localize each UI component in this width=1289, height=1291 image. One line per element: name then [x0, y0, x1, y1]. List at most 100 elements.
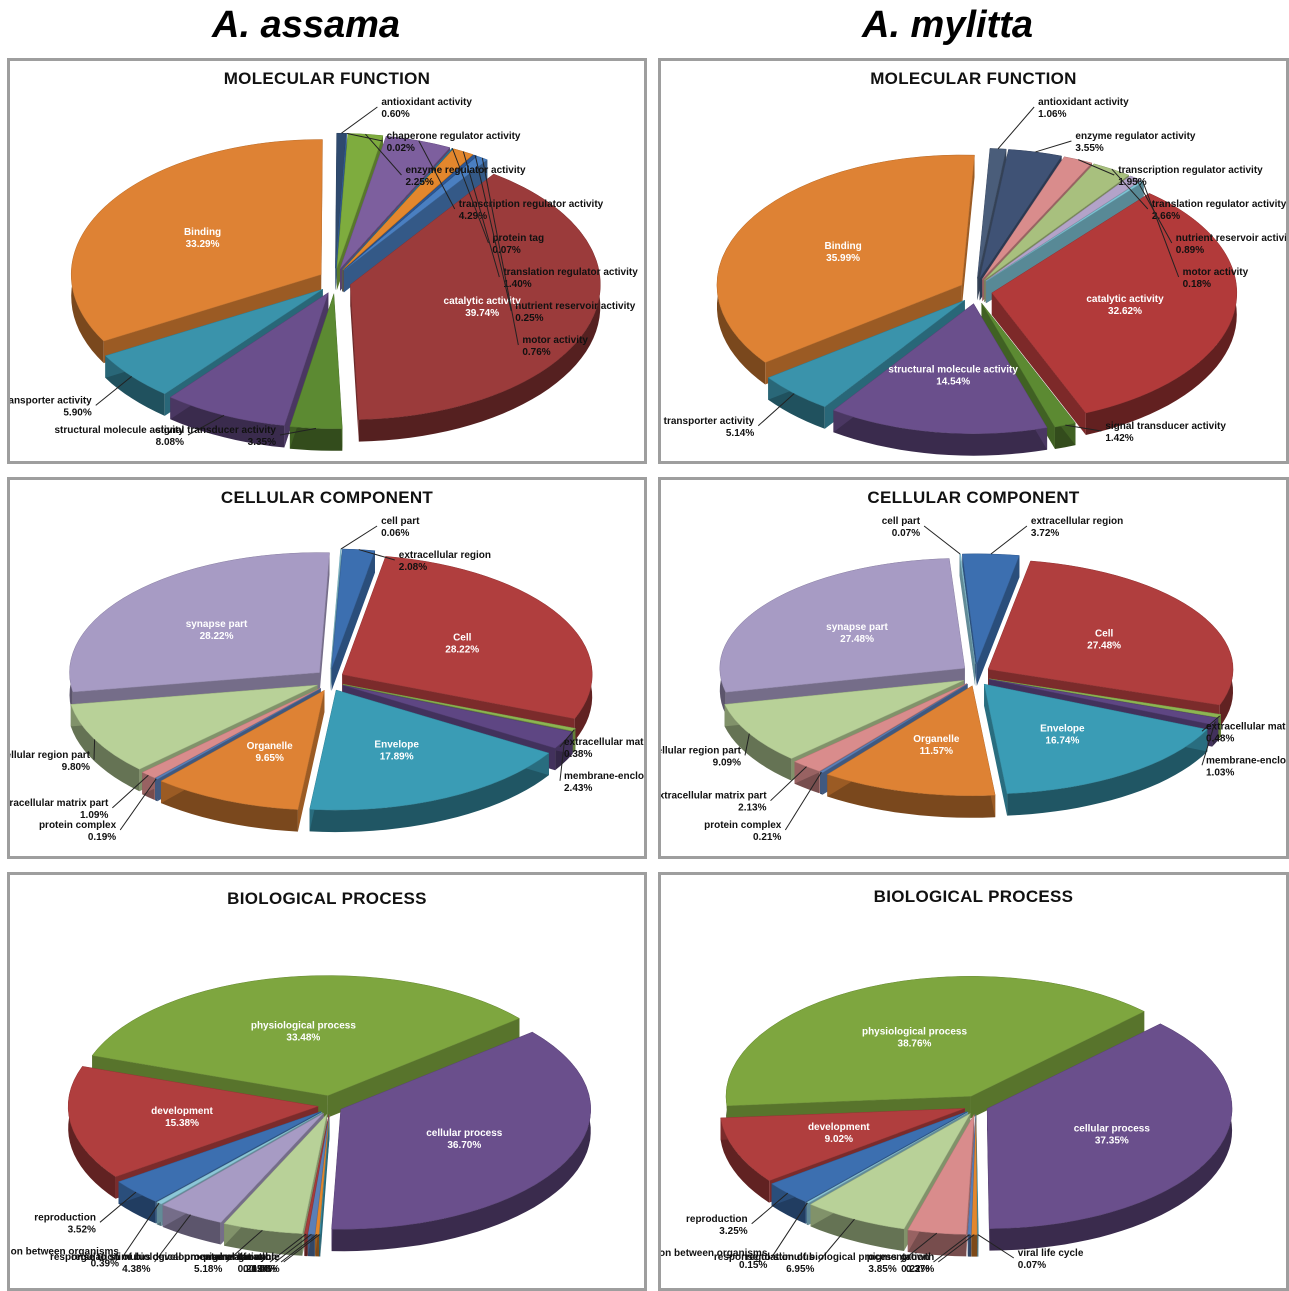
leader-line-antioxidant-activity: [997, 106, 1035, 150]
slice-value-reproduction: 3.25%: [719, 1226, 747, 1237]
leader-line-extracellular-matrix-part: [770, 766, 807, 802]
slice-value-development: 9.02%: [825, 1134, 853, 1145]
slice-value-catalytic-activity: 32.62%: [1108, 306, 1142, 317]
slice-label-nutrient-reservoir-activity: nutrient reservoir activity: [515, 301, 635, 312]
leader-line-extracellular-matrix-part: [112, 774, 149, 809]
slice-value-extracellular-region-part: 9.80%: [62, 762, 90, 773]
slice-label-synapse-part: synapse part: [186, 619, 248, 630]
slice-label-extracellular-matrix-part: extracellular matrix part: [661, 791, 767, 802]
slice-value-antioxidant-activity: 1.06%: [1038, 109, 1066, 120]
slice-value-envelope: 16.74%: [1045, 735, 1079, 746]
slice-value-extracellular-region-part: 9.09%: [713, 757, 741, 768]
slice-label-nutrient-reservoir-activity: nutrient reservoir activity: [1176, 233, 1286, 244]
slice-value-response-to-stimulus: 4.38%: [122, 1264, 150, 1275]
leader-line-response-to-stimulus: [818, 1218, 855, 1263]
slice-value-transcription-regulator-activity: 4.29%: [459, 211, 487, 222]
leader-line-nutrient-reservoir-activity: [474, 155, 512, 312]
slice-value-synapse-part: 28.22%: [200, 631, 234, 642]
pie-slice-motor-activity: [343, 155, 488, 271]
pie-slice-synapse-part: [719, 558, 966, 693]
pie-slice-transporter-activity: [767, 299, 966, 408]
slice-label-transporter-activity: transporter activity: [664, 416, 755, 427]
pie-slice-structural-molecule-activity: [832, 303, 1048, 434]
slice-label-interaction-between-organisms: interaction between organisms: [661, 1248, 768, 1259]
slice-side-cellular-process: [331, 1032, 591, 1252]
leader-line-translation-regulator-activity: [462, 151, 500, 278]
slice-label-signal-transducer-activity: signal transducer activity: [1105, 421, 1226, 432]
slice-side-catalytic-activity: [1085, 193, 1237, 435]
slice-label-extracellular-region-part: extracellular region part: [661, 745, 742, 756]
slice-value-translation-regulator-activity: 2.66%: [1152, 211, 1180, 222]
slice-wall-physiological-process: [327, 1018, 520, 1118]
pie-slice-regulation-of-biological-process: [223, 1113, 328, 1234]
slice-label-synapse-part: synapse part: [826, 622, 888, 633]
panel-mylitta-biological-process: BIOLOGICAL PROCESS cellular process 37.35…: [658, 872, 1289, 1291]
panel-assama-molecular-function: MOLECULAR FUNCTION catalytic activity 39.…: [7, 58, 647, 464]
leader-line-extracellular-region: [990, 525, 1028, 555]
slice-label-regulation-of-biological-process: regulation of biological process: [746, 1252, 898, 1263]
slice-value-nutrient-reservoir-activity: 0.25%: [515, 313, 543, 324]
slice-value-motor-activity: 0.18%: [1183, 279, 1211, 290]
slice-label-cellular-process: cellular process: [1074, 1124, 1151, 1135]
slice-label-physiological-process: physiological process: [251, 1021, 356, 1032]
chart-title: MOLECULAR FUNCTION: [223, 69, 431, 88]
slice-value-regulation-of-biological-process: 5.18%: [194, 1264, 222, 1275]
slice-label-cell: Cell: [1095, 629, 1114, 640]
pie-slice-organelle: [160, 689, 325, 810]
slice-value-regulation-of-biological-process: 3.85%: [868, 1264, 896, 1275]
slice-label-extracellular-matrix: extracellular matrix: [1206, 721, 1286, 732]
slice-value-cell-part: 0.07%: [892, 528, 920, 539]
slice-label-protein-tag: protein tag: [492, 233, 544, 244]
slice-label-protein-complex: protein complex: [704, 820, 782, 831]
slice-label-extracellular-matrix: extracellular matrix: [564, 737, 644, 748]
chart-title: MOLECULAR FUNCTION: [870, 69, 1077, 88]
slice-label-physiological-process: physiological process: [862, 1026, 967, 1037]
pie-slice-transporter-activity: [104, 289, 323, 395]
slice-label-extracellular-region-part: extracellular region part: [10, 750, 91, 761]
slice-label-extracellular-matrix-part: extracellular matrix part: [10, 798, 109, 809]
slice-label-catalytic-activity: catalytic activity: [1086, 294, 1164, 305]
leader-line-reproduction: [99, 1191, 137, 1223]
leader-line-developmental-maturation: [280, 1234, 318, 1263]
slice-side-signal-transducer-activity: [289, 426, 343, 451]
leader-line-protein-complex: [784, 771, 822, 831]
chart-title: BIOLOGICAL PROCESS: [227, 889, 427, 908]
pie-slice-response-to-stimulus: [809, 1112, 971, 1230]
leader-line-extracellular-matrix: [559, 729, 575, 748]
slice-side-structural-molecule-activity: [170, 397, 285, 448]
slice-value-transcription-regulator-activity: 1.95%: [1118, 177, 1146, 188]
slice-value-cell: 28.22%: [445, 644, 479, 655]
slice-value-transporter-activity: 5.90%: [63, 407, 91, 418]
slice-side-regulation-of-biological-process: [907, 1230, 967, 1257]
slice-label-enzyme-regulator-activity: enzyme regulator activity: [405, 165, 525, 176]
slice-value-structural-molecule-activity: 8.08%: [156, 437, 184, 448]
pie-slice-development: [720, 1108, 965, 1181]
slice-label-motor-activity: motor activity: [522, 335, 588, 346]
slice-value-reproduction: 3.52%: [68, 1224, 96, 1235]
slice-label-response-to-stimulus: response to stimulus: [50, 1252, 151, 1263]
leader-line-growth: [937, 1234, 975, 1263]
pie-slice-physiological-process: [91, 975, 520, 1096]
leader-line-protein-complex: [119, 778, 157, 831]
slice-value-extracellular-matrix-part: 2.13%: [738, 803, 766, 814]
pie-slice-cellular-process: [331, 1031, 591, 1230]
slice-value-structural-molecule-activity: 14.54%: [936, 376, 970, 387]
leader-line-viral-life-cycle: [283, 1234, 321, 1263]
slice-value-extracellular-region: 3.72%: [1031, 528, 1059, 539]
slice-label-extracellular-region: extracellular region: [1031, 516, 1123, 527]
slice-label-regulation-of-biological-process: regulation of biological process: [71, 1252, 223, 1263]
leader-line-motor-activity: [481, 157, 519, 346]
slice-wall-envelope: [984, 684, 1008, 816]
slice-label-response-to-stimulus: response to stimulus: [714, 1252, 815, 1263]
slice-value-cell-part: 0.06%: [381, 528, 409, 539]
slice-value-catalytic-activity: 39.74%: [465, 308, 499, 319]
slice-value-response-to-stimulus: 6.95%: [786, 1264, 814, 1275]
slice-value-cellular-process: 36.70%: [447, 1140, 481, 1151]
slice-wall-catalytic-activity: [350, 284, 359, 442]
pie-slice-interaction-between-organisms: [805, 1112, 969, 1204]
pie-slice-reproduction: [117, 1111, 322, 1202]
slice-wall-catalytic-activity: [991, 292, 1086, 435]
slice-wall-organelle: [297, 690, 325, 832]
